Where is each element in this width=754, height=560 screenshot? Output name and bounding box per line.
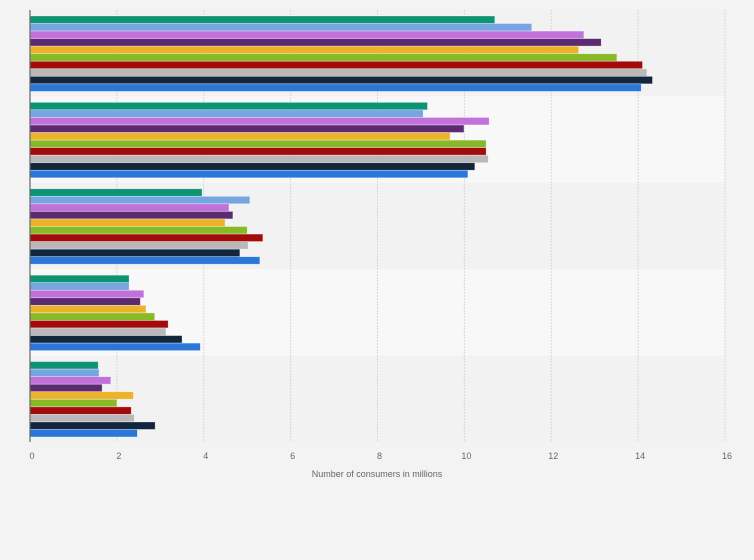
bar[interactable] <box>29 211 234 220</box>
bar[interactable] <box>29 53 618 62</box>
x-tick-label: 12 <box>548 451 558 461</box>
bar[interactable] <box>29 305 147 314</box>
bar[interactable] <box>29 154 489 163</box>
bar[interactable] <box>29 38 602 47</box>
bar[interactable] <box>29 289 145 298</box>
bar[interactable] <box>29 147 487 156</box>
bar[interactable] <box>29 297 141 306</box>
bar[interactable] <box>29 282 130 291</box>
bar[interactable] <box>29 23 533 32</box>
bar[interactable] <box>29 83 642 92</box>
x-tick-label: 16 <box>722 451 732 461</box>
bar[interactable] <box>29 421 156 430</box>
bar[interactable] <box>29 132 451 141</box>
bar[interactable] <box>29 203 230 212</box>
bar[interactable] <box>29 429 138 438</box>
x-tick-label: 6 <box>290 451 295 461</box>
x-axis-title: Number of consumers in millions <box>312 469 443 479</box>
bar[interactable] <box>29 241 249 250</box>
bar[interactable] <box>29 15 496 24</box>
bar[interactable] <box>29 361 99 370</box>
bar[interactable] <box>29 368 100 377</box>
x-tick-label: 2 <box>116 451 121 461</box>
bar[interactable] <box>29 30 585 39</box>
bar[interactable] <box>29 274 130 283</box>
bar[interactable] <box>29 68 648 77</box>
x-tick-label: 8 <box>377 451 382 461</box>
bar[interactable] <box>29 218 226 227</box>
bar[interactable] <box>29 60 643 69</box>
bar[interactable] <box>29 376 112 385</box>
x-tick-label: 14 <box>635 451 645 461</box>
bar[interactable] <box>29 256 261 265</box>
bar[interactable] <box>29 226 248 235</box>
x-tick-label: 0 <box>29 451 34 461</box>
bar[interactable] <box>29 76 653 85</box>
bar[interactable] <box>29 188 203 197</box>
bar[interactable] <box>29 109 424 118</box>
x-tick-labels: 0 2 4 6 8 10 12 14 16 <box>29 451 732 461</box>
bar[interactable] <box>29 45 579 54</box>
bar[interactable] <box>29 414 135 423</box>
bar[interactable] <box>29 102 428 111</box>
bar[interactable] <box>29 248 241 257</box>
bar[interactable] <box>29 399 118 408</box>
x-tick-label: 10 <box>461 451 471 461</box>
bar[interactable] <box>29 312 155 321</box>
bar[interactable] <box>29 391 134 400</box>
bar[interactable] <box>29 170 469 179</box>
bar[interactable] <box>29 320 169 329</box>
bar[interactable] <box>29 335 183 344</box>
bar[interactable] <box>29 117 490 126</box>
bar[interactable] <box>29 162 476 171</box>
bar[interactable] <box>29 406 132 415</box>
x-tick-label: 4 <box>203 451 208 461</box>
bar[interactable] <box>29 383 103 392</box>
bar[interactable] <box>29 342 201 351</box>
bar[interactable] <box>29 327 167 336</box>
bar[interactable] <box>29 196 251 205</box>
bar[interactable] <box>29 124 465 133</box>
bar[interactable] <box>29 139 487 148</box>
bar[interactable] <box>29 233 264 242</box>
bars <box>29 15 653 438</box>
